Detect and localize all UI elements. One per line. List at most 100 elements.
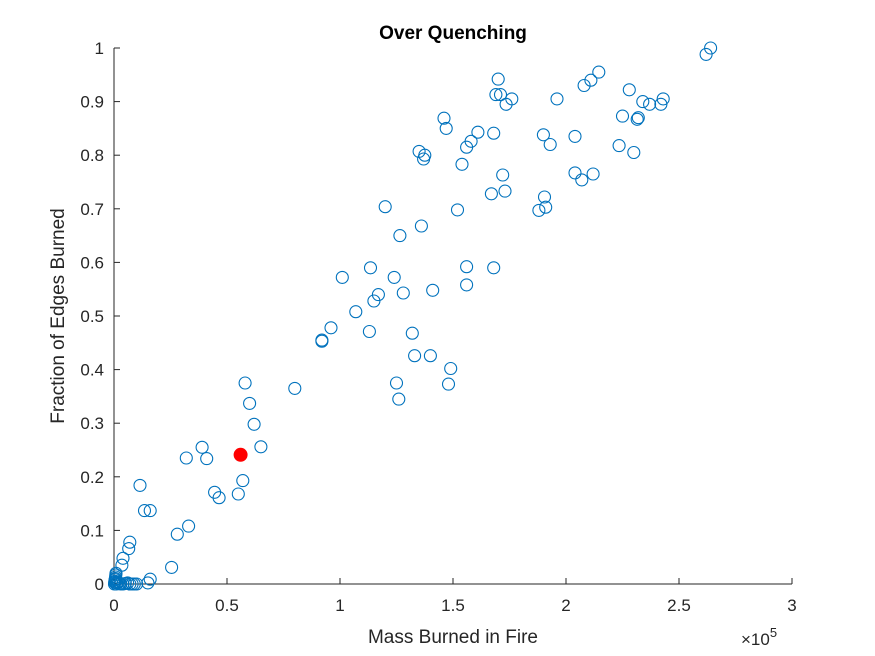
data-point [491, 72, 505, 86]
x-tick-label: 2.5 [667, 596, 691, 615]
data-point [568, 129, 582, 143]
data-point [141, 576, 155, 590]
y-tick-label: 0.7 [80, 200, 104, 219]
data-point [543, 137, 557, 152]
x-tick-label: 1.5 [441, 596, 465, 615]
data-point [487, 261, 501, 275]
data-point [315, 334, 329, 348]
data-point [324, 321, 338, 335]
y-tick-label: 0.3 [80, 414, 104, 433]
data-point [437, 111, 451, 125]
data-point [123, 535, 137, 549]
data-point [498, 184, 512, 198]
x-tick-label: 0.5 [215, 596, 239, 615]
data-point [584, 73, 598, 87]
data-point [236, 474, 250, 488]
data-point [121, 576, 135, 590]
data-point [444, 361, 458, 376]
data-point [405, 326, 419, 340]
y-tick-label: 0.1 [80, 521, 104, 540]
data-point [631, 111, 645, 125]
plot-area: 0 0.5 1 1.5 2 2.5 3 00.10.20.30.40.50.60.70.80… [80, 39, 796, 615]
data-point [231, 487, 245, 501]
data-point [464, 134, 478, 148]
data-point [288, 381, 302, 395]
data-point [568, 166, 582, 180]
x-tick-label: 1 [335, 596, 344, 615]
y-tick-label: 0.6 [80, 253, 104, 272]
x-axis-title: Mass Burned in Fire [368, 627, 538, 648]
data-point [389, 376, 404, 390]
data-point [471, 125, 485, 139]
data-point [195, 440, 209, 454]
y-axis-title: Fraction of Edges Burned [48, 208, 69, 423]
data-point [137, 504, 152, 518]
data-point [367, 294, 381, 308]
data-point [532, 203, 546, 217]
y-tick-label: 0.9 [80, 93, 104, 112]
highlighted-data-point [233, 447, 248, 462]
data-point [238, 376, 252, 390]
data-point [487, 126, 501, 140]
data-point [704, 41, 718, 55]
data-point [254, 440, 268, 454]
data-point [363, 261, 378, 275]
data-point [496, 168, 510, 182]
data-point [537, 190, 552, 204]
data-point [335, 270, 349, 284]
data-point [200, 452, 214, 466]
data-point [643, 97, 657, 111]
data-point [550, 92, 564, 106]
data-point [615, 109, 630, 123]
data-point [577, 78, 591, 93]
data-point [460, 278, 474, 292]
data-point [423, 349, 437, 363]
data-point [539, 200, 553, 214]
data-point [143, 504, 157, 518]
data-point [484, 187, 498, 201]
data-point [116, 551, 130, 565]
data-point [143, 572, 157, 586]
y-tick-label: 0 [95, 575, 104, 594]
data-point [699, 47, 713, 61]
data-point [622, 83, 636, 97]
data-point [396, 286, 410, 300]
x-axis-multiplier: ×105 [741, 625, 777, 649]
data-point [460, 260, 474, 274]
data-point [133, 478, 147, 492]
x-axis-multiplier-base: ×10 [741, 630, 770, 649]
data-point [115, 558, 129, 572]
data-point [455, 157, 469, 171]
data-point [426, 283, 440, 297]
data-point [418, 148, 432, 162]
data-point [378, 200, 392, 214]
data-point [387, 270, 401, 284]
data-point [612, 139, 626, 153]
x-tick-label: 0 [109, 596, 118, 615]
data-point [592, 65, 606, 79]
data-point [130, 577, 144, 591]
y-tick-label: 0.4 [80, 361, 104, 380]
data-point [505, 92, 519, 106]
y-tick-label: 1 [95, 39, 104, 58]
data-points [107, 41, 718, 591]
data-point [393, 229, 407, 243]
data-point [122, 542, 136, 556]
data-point [575, 173, 589, 187]
data-point [493, 88, 508, 102]
data-point [212, 491, 226, 505]
x-ticks: 0 0.5 1 1.5 2 2.5 3 [109, 578, 797, 615]
data-point [179, 451, 193, 465]
data-point [450, 203, 465, 217]
data-point [441, 377, 456, 391]
data-point [392, 392, 406, 406]
data-point [247, 417, 261, 431]
data-point [349, 305, 363, 319]
x-tick-label: 2 [561, 596, 570, 615]
data-point [636, 95, 650, 109]
data-point [170, 527, 184, 541]
y-tick-label: 0.2 [80, 468, 104, 487]
y-ticks: 0 0.1 0.2 0.3 0.4 0.5 0.6 0.7 0.8 0.9 1 [80, 39, 120, 594]
data-point [408, 349, 422, 363]
